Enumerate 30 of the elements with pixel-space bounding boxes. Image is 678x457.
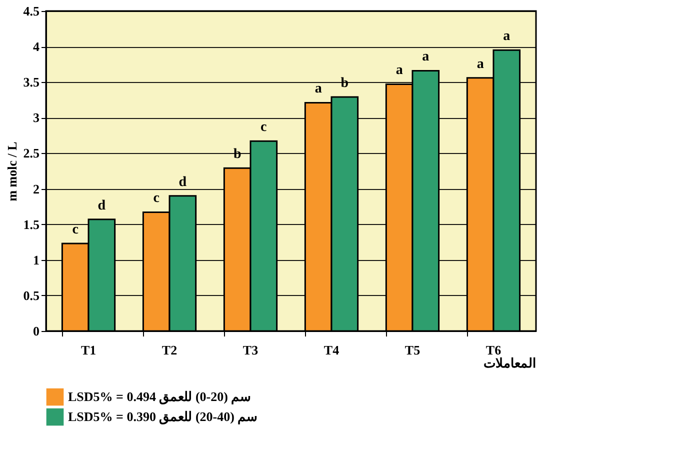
y-tick-label: 4 xyxy=(33,39,40,54)
data-label: d xyxy=(178,174,187,190)
x-axis-title: المعاملات xyxy=(484,356,536,370)
data-label: a xyxy=(314,82,322,97)
legend-label: LSD5% = 0.494 سم (20-0) للعمق xyxy=(68,389,252,405)
y-tick-label: 2.5 xyxy=(23,146,40,161)
y-tick-label: 0.5 xyxy=(23,288,40,303)
y-tick-label: 3 xyxy=(33,110,40,126)
legend-label: LSD5% = 0.390 سم (40-20) للعمق xyxy=(68,409,258,425)
y-tick-label: 4.5 xyxy=(23,4,40,18)
y-axis-title: m molc / L xyxy=(4,141,20,202)
y-tick-label: 3.5 xyxy=(23,74,40,90)
data-label: a xyxy=(396,63,403,78)
x-tick-label: T5 xyxy=(404,342,421,358)
y-tick-label: 2 xyxy=(33,181,40,196)
x-tick-label: T6 xyxy=(486,342,502,358)
data-label: c xyxy=(72,222,78,238)
y-tick-label: 0 xyxy=(33,324,40,338)
x-tick-label: T1 xyxy=(80,342,96,358)
data-label: a xyxy=(476,56,484,72)
x-tick-label: T2 xyxy=(162,342,178,358)
data-label: c xyxy=(153,191,160,206)
data-label: d xyxy=(98,198,106,214)
data-label: a xyxy=(503,29,510,44)
data-label: a xyxy=(422,50,430,65)
x-tick-label: T3 xyxy=(242,342,259,358)
data-label: c xyxy=(260,120,267,136)
x-tick-label: T4 xyxy=(324,342,340,358)
y-tick-label: 1 xyxy=(33,252,40,268)
y-tick-label: 1.5 xyxy=(23,216,40,232)
